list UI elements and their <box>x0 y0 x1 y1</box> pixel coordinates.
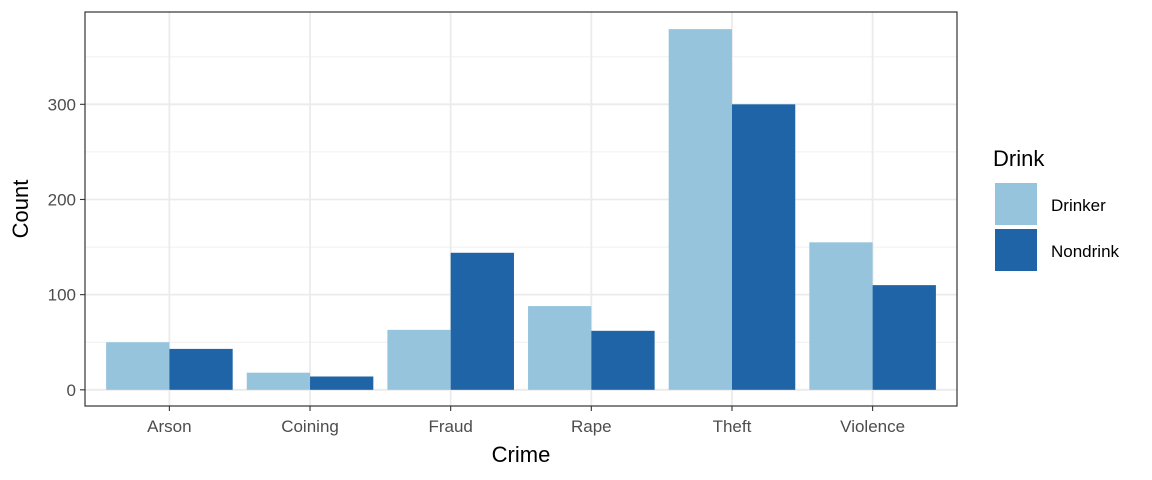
x-tick-label: Fraud <box>428 417 472 436</box>
plot-border <box>84 11 958 407</box>
x-axis: Arson Coining Fraud Rape Theft Violence <box>147 406 905 436</box>
y-tick-label: 100 <box>48 286 76 305</box>
bar-rape-nondrink <box>591 330 655 390</box>
x-tick-label: Theft <box>713 417 752 436</box>
bar-coining-drinker <box>246 372 311 390</box>
bar-fraud-nondrink <box>450 252 514 390</box>
x-axis-title: Crime <box>492 442 551 467</box>
legend-label-drinker: Drinker <box>1051 196 1106 215</box>
y-tick-label: 300 <box>48 95 76 114</box>
x-tick-label: Coining <box>281 417 339 436</box>
legend-label-nondrink: Nondrink <box>1051 242 1120 261</box>
bars <box>106 29 936 390</box>
x-tick-label: Violence <box>840 417 905 436</box>
bar-theft-nondrink <box>731 104 796 390</box>
bar-arson-nondrink <box>169 348 233 390</box>
x-tick-label: Rape <box>571 417 612 436</box>
bar-violence-drinker <box>809 242 873 390</box>
bar-rape-drinker <box>528 306 592 390</box>
bar-coining-nondrink <box>310 376 374 390</box>
legend: Drink Drinker Nondrink <box>993 146 1120 271</box>
legend-title: Drink <box>993 146 1045 171</box>
bar-theft-drinker <box>668 29 732 390</box>
legend-items: Drinker Nondrink <box>995 183 1120 271</box>
legend-swatch-drinker <box>995 183 1037 225</box>
y-tick-label: 0 <box>67 381 76 400</box>
y-axis: 0 100 200 300 <box>48 95 85 400</box>
bar-violence-nondrink <box>872 285 936 390</box>
bar-fraud-drinker <box>387 329 451 390</box>
y-axis-title: Count <box>8 180 33 239</box>
x-tick-label: Arson <box>147 417 191 436</box>
y-tick-label: 200 <box>48 190 76 209</box>
bar-arson-drinker <box>106 342 170 390</box>
legend-swatch-nondrink <box>995 229 1037 271</box>
